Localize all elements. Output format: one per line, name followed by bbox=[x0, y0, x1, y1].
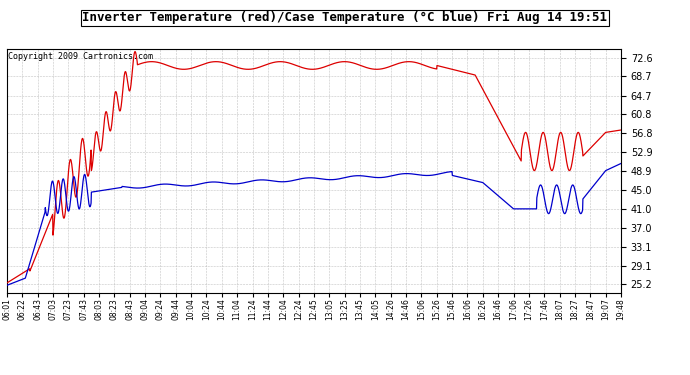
Text: Copyright 2009 Cartronics.com: Copyright 2009 Cartronics.com bbox=[8, 53, 153, 62]
Text: Inverter Temperature (red)/Case Temperature (°C blue) Fri Aug 14 19:51: Inverter Temperature (red)/Case Temperat… bbox=[83, 11, 607, 24]
